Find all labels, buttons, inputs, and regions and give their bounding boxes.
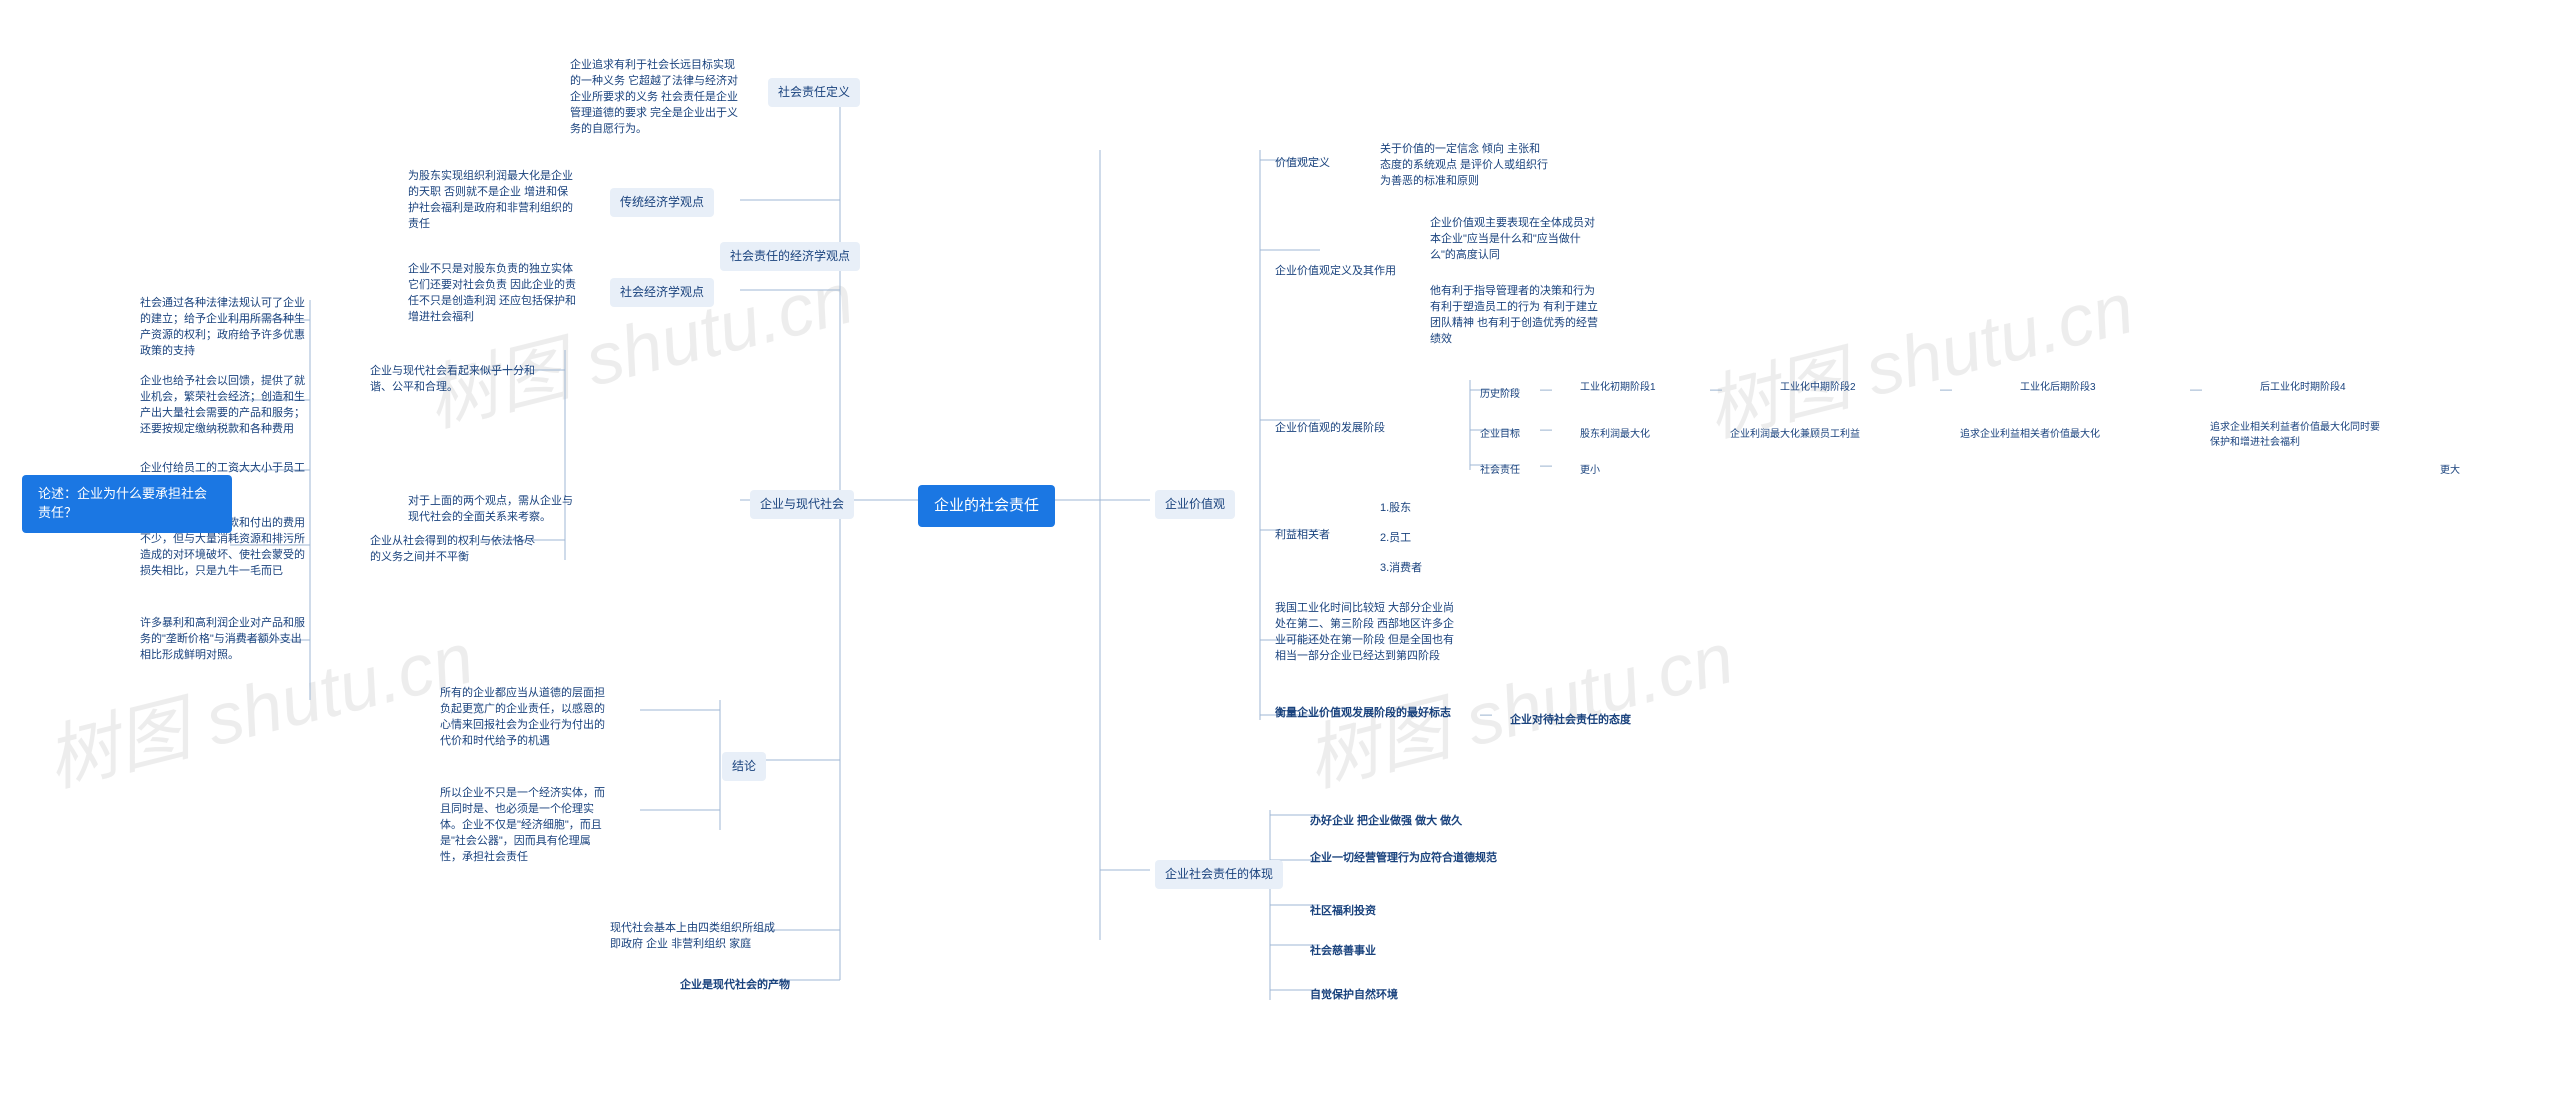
row-hist-c1: 工业化初期阶段1 [1570, 375, 1666, 402]
row-goal-label: 企业目标 [1470, 422, 1530, 449]
root-node[interactable]: 企业的社会责任 [918, 485, 1055, 527]
def-desc: 企业追求有利于社会长远目标实现的一种义务 它超越了法律与经济对企业所要求的义务 … [560, 52, 750, 144]
corpdef-label: 企业价值观定义及其作用 [1265, 258, 1406, 286]
row-goal-c3: 追求企业利益相关者价值最大化 [1950, 422, 2110, 449]
row-goal-c4: 追求企业相关利益者价值最大化同时要保护和增进社会福利 [2200, 415, 2390, 456]
thesis-node[interactable]: 论述：企业为什么要承担社会责任？ [22, 475, 232, 533]
modern-intro: 对于上面的两个观点，需从企业与现代社会的全面关系来考察。 [398, 488, 588, 532]
modern-m2: 企业是现代社会的产物 [670, 972, 800, 1000]
stake-s2: 2.员工 [1370, 525, 1421, 553]
best-label: 衡量企业价值观发展阶段的最好标志 [1265, 700, 1461, 728]
soc-view-node[interactable]: 社会经济学观点 [610, 278, 714, 307]
valdef-desc: 关于价值的一定信念 倾向 主张和态度的系统观点 是评价人或组织行为善恶的标准和原… [1370, 136, 1560, 196]
row-hist-c4: 后工业化时期阶段4 [2250, 375, 2356, 402]
stages-label: 企业价值观的发展阶段 [1265, 415, 1395, 443]
dash-icon: — [1480, 707, 1492, 721]
row-resp-c4: 更大 [2430, 458, 2470, 485]
best-val: 企业对待社会责任的态度 [1500, 707, 1641, 735]
row-hist-c3: 工业化后期阶段3 [2010, 375, 2106, 402]
modern-sub2: 企业也给予社会以回馈，提供了就业机会，繁荣社会经济；创造和生产出大量社会需要的产… [130, 368, 320, 444]
stake-s3: 3.消费者 [1370, 555, 1432, 583]
econ-views-node[interactable]: 社会责任的经济学观点 [720, 242, 860, 271]
corpdef-d1: 企业价值观主要表现在全体成员对本企业"应当是什么和"应当做什么"的高度认同 [1420, 210, 1610, 270]
corpdef-d2: 他有利于指导管理者的决策和行为 有利于塑造员工的行为 有利于建立团队精神 也有利… [1420, 278, 1610, 354]
stake-label: 利益相关者 [1265, 522, 1340, 550]
dash-icon: — [1940, 382, 1952, 396]
conclusion-c2: 所以企业不只是一个经济实体，而且同时是、也必须是一个伦理实体。企业不仅是"经济细… [430, 780, 620, 872]
modern-a1: 企业与现代社会看起来似乎十分和谐、公平和合理。 [360, 358, 550, 402]
values-node[interactable]: 企业价值观 [1155, 490, 1235, 519]
dash-icon: — [1540, 422, 1552, 436]
dash-icon: — [1540, 458, 1552, 472]
dash-icon: — [2190, 382, 2202, 396]
manifest-i1: 办好企业 把企业做强 做大 做久 [1300, 808, 1472, 836]
conclusion-c1: 所有的企业都应当从道德的层面担负起更宽广的企业责任，以感恩的心情来回报社会为企业… [430, 680, 620, 756]
row-hist-c2: 工业化中期阶段2 [1770, 375, 1866, 402]
conclusion-node[interactable]: 结论 [722, 752, 766, 781]
trad-view-node[interactable]: 传统经济学观点 [610, 188, 714, 217]
modern-m1: 现代社会基本上由四类组织所组成 即政府 企业 非营利组织 家庭 [600, 915, 790, 959]
trad-view-desc: 为股东实现组织利润最大化是企业的天职 否则就不是企业 增进和保护社会福利是政府和… [398, 163, 588, 239]
modern-sub5: 许多暴利和高利润企业对产品和服务的"垄断价格"与消费者额外支出相比形成鲜明对照。 [130, 610, 320, 670]
soc-view-desc: 企业不只是对股东负责的独立实体 它们还要对社会负责 因此企业的责任不只是创造利润… [398, 256, 588, 332]
row-resp-c1: 更小 [1570, 458, 1610, 485]
row-goal-c1: 股东利润最大化 [1570, 422, 1660, 449]
def-node[interactable]: 社会责任定义 [768, 78, 860, 107]
dash-icon: — [1540, 382, 1552, 396]
china-note: 我国工业化时间比较短 大部分企业尚处在第二、第三阶段 西部地区许多企业可能还处在… [1265, 595, 1475, 671]
manifest-i3: 社区福利投资 [1300, 898, 1386, 926]
manifest-i5: 自觉保护自然环境 [1300, 982, 1408, 1010]
modern-a2: 企业从社会得到的权利与依法恪尽的义务之间并不平衡 [360, 528, 550, 572]
modern-node[interactable]: 企业与现代社会 [750, 490, 854, 519]
manifest-i2: 企业一切经营管理行为应符合道德规范 [1300, 845, 1507, 873]
row-hist-label: 历史阶段 [1470, 382, 1530, 409]
valdef-label: 价值观定义 [1265, 150, 1340, 178]
stake-s1: 1.股东 [1370, 495, 1421, 523]
manifest-node[interactable]: 企业社会责任的体现 [1155, 860, 1283, 889]
row-resp-label: 社会责任 [1470, 458, 1530, 485]
row-goal-c2: 企业利润最大化兼顾员工利益 [1720, 422, 1870, 449]
dash-icon: — [1710, 382, 1722, 396]
modern-sub1: 社会通过各种法律法规认可了企业的建立；给予企业利用所需各种生产资源的权利；政府给… [130, 290, 320, 366]
manifest-i4: 社会慈善事业 [1300, 938, 1386, 966]
